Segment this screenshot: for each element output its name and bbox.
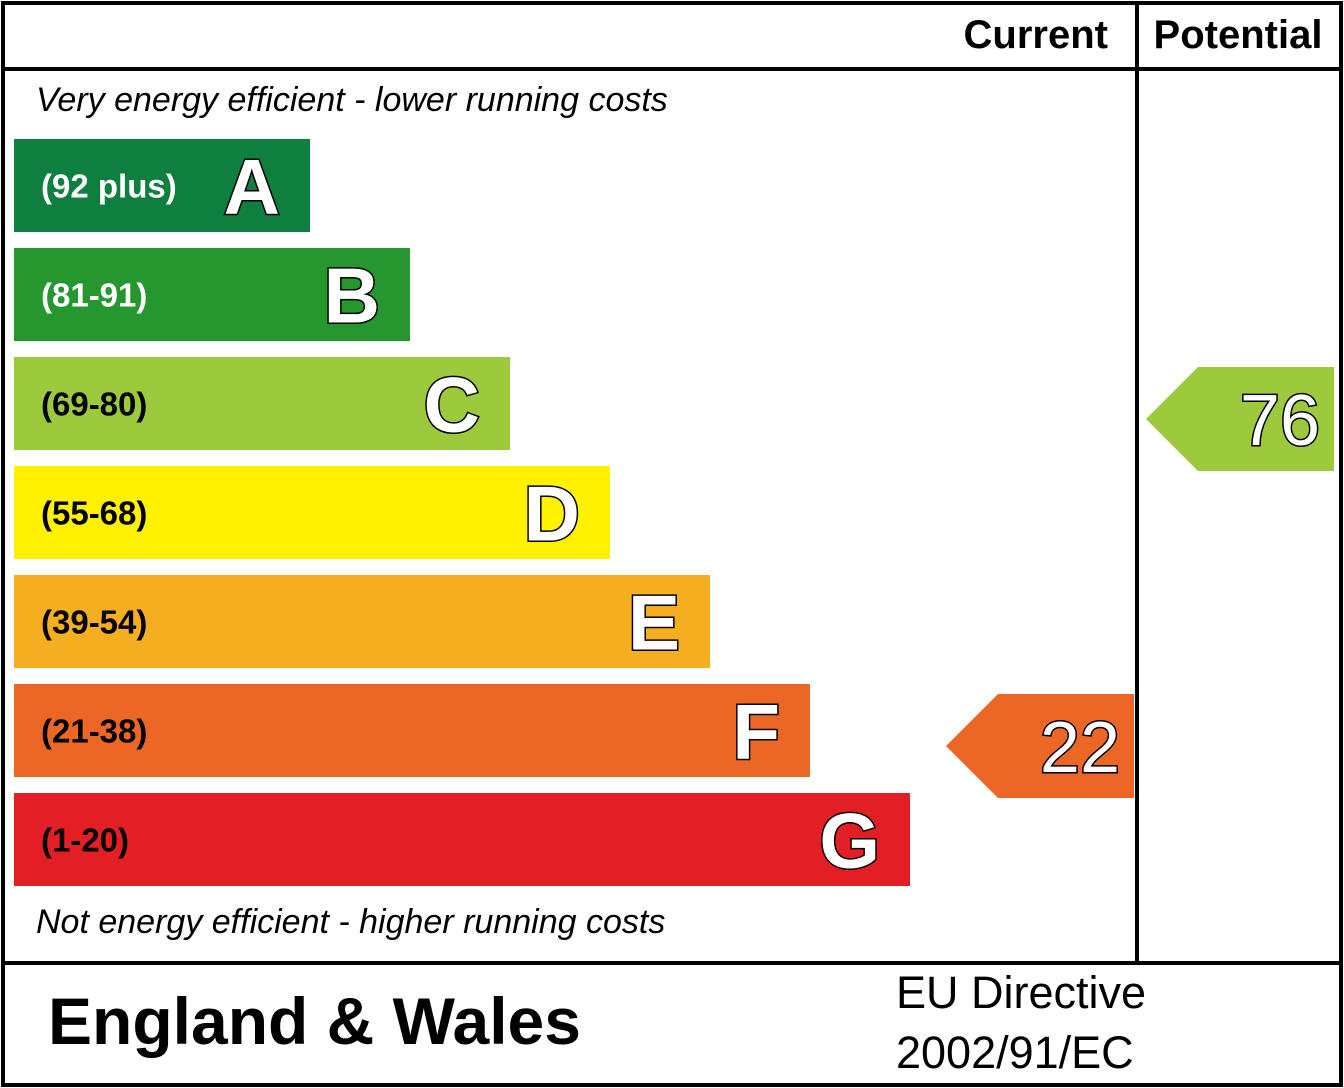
band-bar-a [14, 139, 310, 232]
band-range-e: (39-54) [41, 604, 147, 641]
band-letter-f: F [732, 688, 780, 776]
band-letter-g: G [819, 797, 880, 885]
band-letter-a: A [224, 143, 280, 231]
band-range-a: (92 plus) [41, 168, 177, 205]
band-letter-e: E [628, 579, 680, 667]
band-range-c: (69-80) [41, 386, 147, 423]
rating-bands: (92 plus) A (81-91) B (69-80) C (55-68) D (39-54… [14, 139, 910, 886]
directive-line-2: 2002/91/EC [896, 1027, 1134, 1078]
current-rating-arrow [946, 694, 1134, 798]
directive-line-1: EU Directive [896, 967, 1146, 1018]
top-note: Very energy efficient - lower running co… [36, 81, 668, 119]
potential-rating-value: 76 [1240, 381, 1320, 461]
band-bar-g [14, 793, 910, 886]
band-bar-d [14, 466, 610, 559]
band-letter-b: B [324, 252, 380, 340]
current-column-header: Current [964, 13, 1108, 57]
band-range-g: (1-20) [41, 822, 129, 859]
bottom-note: Not energy efficient - higher running co… [36, 903, 665, 941]
band-bar-f [14, 684, 810, 777]
band-bar-b [14, 248, 410, 341]
band-letter-d: D [524, 470, 580, 558]
current-rating-value: 22 [1040, 708, 1120, 788]
band-range-f: (21-38) [41, 713, 147, 750]
band-bar-c [14, 357, 510, 450]
potential-column-header: Potential [1154, 13, 1323, 57]
band-letter-c: C [424, 361, 480, 449]
band-bar-e [14, 575, 710, 668]
potential-rating-arrow [1146, 367, 1334, 471]
band-range-b: (81-91) [41, 277, 147, 314]
region-title: England & Wales [48, 984, 581, 1058]
band-range-d: (55-68) [41, 495, 147, 532]
